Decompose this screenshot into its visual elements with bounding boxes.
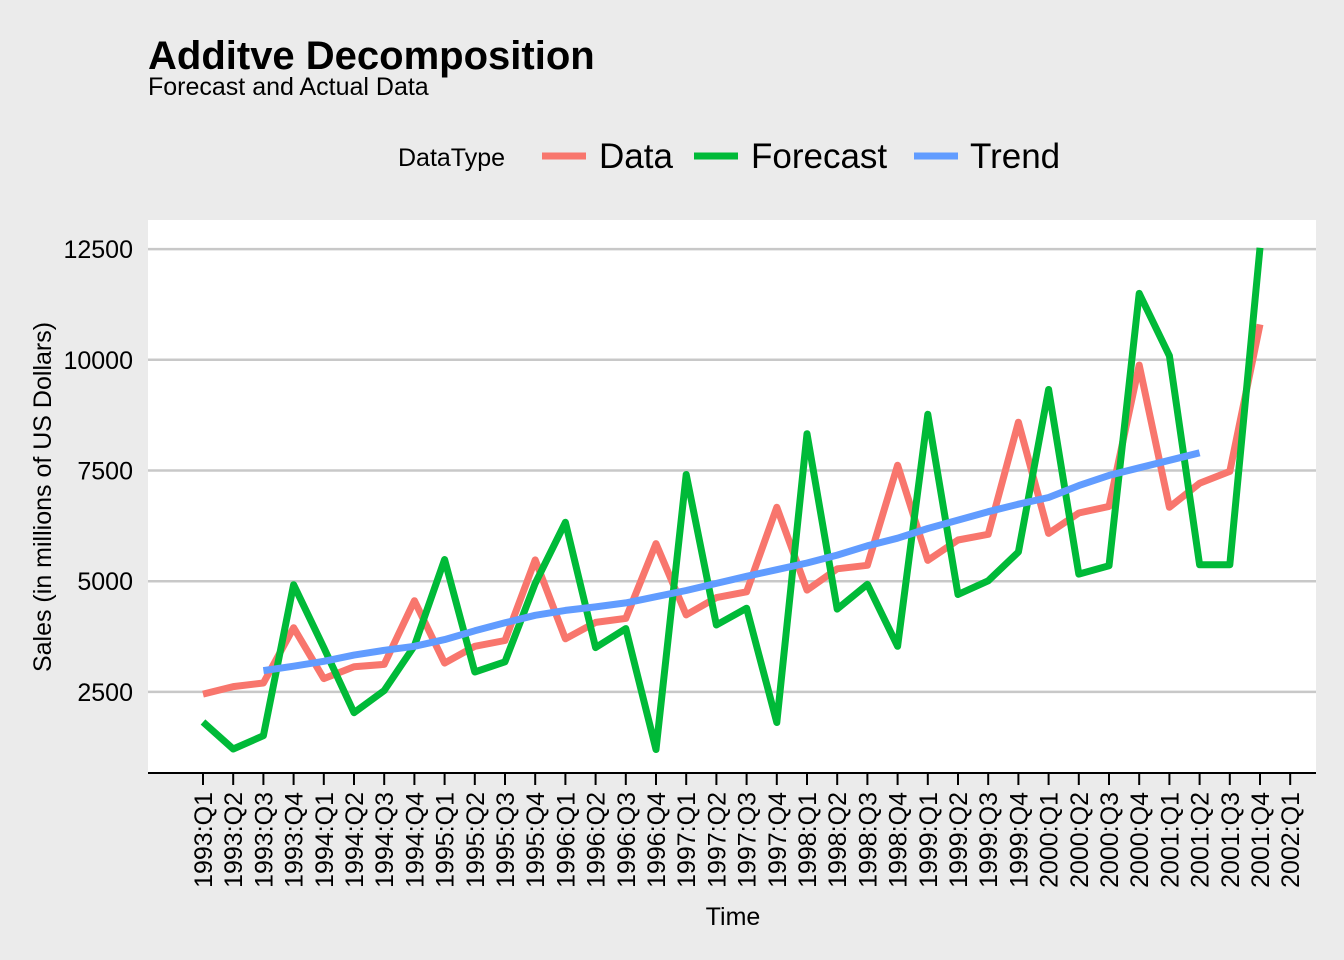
x-tick-label: 1999:Q3 <box>975 792 1003 888</box>
x-tick-label: 1997:Q2 <box>703 792 731 888</box>
series-line-forecast <box>200 247 1264 753</box>
legend-label-trend: Trend <box>970 137 1060 176</box>
y-tick-label: 7500 <box>77 458 133 486</box>
x-tick-label: 1995:Q1 <box>432 792 460 888</box>
x-tick-label: 1998:Q4 <box>885 792 913 888</box>
y-axis-label: Sales (in millions of US Dollars) <box>29 322 57 672</box>
x-tick-label: 1995:Q2 <box>462 792 490 888</box>
x-tick-label: 1995:Q3 <box>492 792 520 888</box>
x-tick-label: 1997:Q3 <box>734 792 762 888</box>
x-axis-ticks: 1993:Q1 1993:Q2 1993:Q3 1993:Q4 1994:Q1 1994:… <box>190 773 1305 888</box>
y-tick-label: 2500 <box>77 679 133 707</box>
y-tick-label: 5000 <box>77 568 133 596</box>
x-tick-label: 1993:Q3 <box>250 792 278 888</box>
x-tick-label: 1993:Q1 <box>190 792 218 888</box>
x-tick-label: 2000:Q4 <box>1126 792 1154 888</box>
x-tick-label: 2001:Q4 <box>1247 792 1275 888</box>
x-tick-label: 1998:Q2 <box>824 792 852 888</box>
x-tick-label: 2001:Q1 <box>1156 792 1184 888</box>
x-tick-label: 1996:Q3 <box>613 792 641 888</box>
x-tick-label: 2000:Q1 <box>1036 792 1064 888</box>
x-tick-label: 2001:Q3 <box>1217 792 1245 888</box>
x-tick-label: 2001:Q2 <box>1187 792 1215 888</box>
series-lines <box>200 247 1264 753</box>
y-tick-label: 12500 <box>63 236 133 264</box>
y-axis-ticks: 2500 5000 7500 10000 12500 <box>63 236 133 707</box>
legend-label-data: Data <box>599 137 673 176</box>
x-tick-label: 1997:Q1 <box>673 792 701 888</box>
chart-subtitle: Forecast and Actual Data <box>148 73 429 101</box>
legend-title: DataType <box>398 144 505 172</box>
chart-title: Additve Decomposition <box>148 34 595 78</box>
x-tick-label: 1996:Q1 <box>552 792 580 888</box>
x-tick-label: 1996:Q4 <box>643 792 671 888</box>
x-tick-label: 1998:Q3 <box>854 792 882 888</box>
x-tick-label: 2000:Q3 <box>1096 792 1124 888</box>
x-tick-label: 2002:Q1 <box>1277 792 1305 888</box>
legend-label-forecast: Forecast <box>751 137 887 176</box>
x-tick-label: 1994:Q2 <box>341 792 369 888</box>
legend: DataType Data Forecast Trend <box>398 137 1060 176</box>
series-line-trend <box>262 449 1201 675</box>
x-tick-label: 1999:Q1 <box>915 792 943 888</box>
x-tick-label: 1993:Q2 <box>220 792 248 888</box>
x-tick-label: 1995:Q4 <box>522 792 550 888</box>
x-tick-label: 1997:Q4 <box>764 792 792 888</box>
x-tick-label: 2000:Q2 <box>1066 792 1094 888</box>
y-tick-label: 10000 <box>63 347 133 375</box>
x-axis-label: Time <box>706 903 761 931</box>
x-tick-label: 1994:Q4 <box>401 792 429 888</box>
x-tick-label: 1998:Q1 <box>794 792 822 888</box>
x-tick-label: 1999:Q2 <box>945 792 973 888</box>
x-tick-label: 1993:Q4 <box>281 792 309 888</box>
x-tick-label: 1994:Q1 <box>311 792 339 888</box>
x-tick-label: 1999:Q4 <box>1005 792 1033 888</box>
x-tick-label: 1996:Q2 <box>583 792 611 888</box>
x-tick-label: 1994:Q3 <box>371 792 399 888</box>
series-line-data <box>202 323 1264 698</box>
